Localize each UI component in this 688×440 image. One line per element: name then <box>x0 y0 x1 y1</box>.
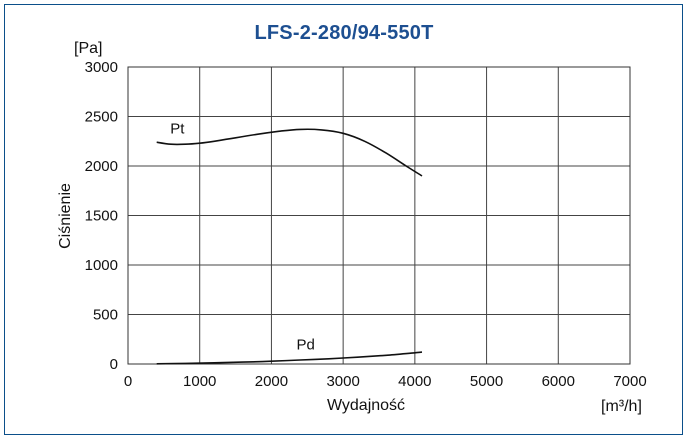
series-lines <box>156 128 423 365</box>
series-label-pt: Pt <box>170 120 185 137</box>
plot-border <box>127 66 631 365</box>
x-tick-label: 5000 <box>470 373 503 390</box>
x-tick-label: 0 <box>124 373 132 390</box>
chart-title: LFS-2-280/94-550T <box>254 22 434 44</box>
x-tick-label: 6000 <box>542 373 575 390</box>
labels: [Pa] Ciśnienie Wydajność Pt Pd [m³/h] <box>57 40 642 415</box>
x-tick-label: 4000 <box>398 373 431 390</box>
x-unit-label: [m³/h] <box>601 398 642 415</box>
grid <box>127 66 631 365</box>
y-tick-label: 2500 <box>85 109 118 126</box>
x-tick-label: 3000 <box>326 373 359 390</box>
tick-labels: 0 1000 2000 3000 4000 5000 6000 7000 0 500 1000 150… <box>85 59 647 390</box>
y-tick-label: 1000 <box>85 257 118 274</box>
y-tick-label: 500 <box>93 307 118 324</box>
y-tick-label: 3000 <box>85 59 118 76</box>
x-tick-label: 2000 <box>255 373 288 390</box>
x-axis-label: Wydajność <box>327 397 405 414</box>
y-tick-label: 2000 <box>85 158 118 175</box>
y-tick-label: 0 <box>110 356 118 373</box>
y-axis-label: Ciśnienie <box>57 183 74 249</box>
x-tick-label: 7000 <box>613 373 646 390</box>
y-unit-label: [Pa] <box>74 40 102 57</box>
y-tick-label: 1500 <box>85 208 118 225</box>
x-tick-label: 1000 <box>183 373 216 390</box>
series-label-pd: Pd <box>297 337 315 354</box>
series-line-pd <box>156 351 423 365</box>
series-line-pt <box>156 128 423 177</box>
